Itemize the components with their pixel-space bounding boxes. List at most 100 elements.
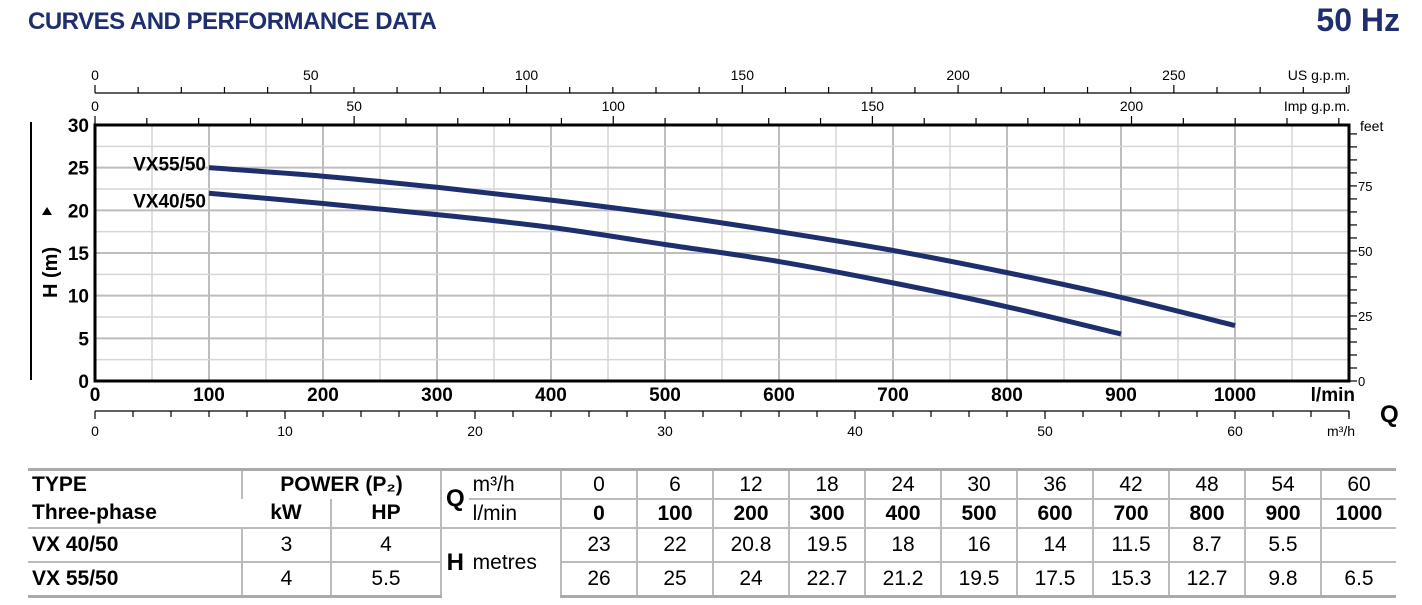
head-value: 8.7 xyxy=(1168,527,1245,562)
us-gpm-tick-label: 100 xyxy=(515,67,539,83)
head-value: 15.3 xyxy=(1092,561,1169,598)
m3h-value: 36 xyxy=(1016,468,1093,499)
x-tick-label: 500 xyxy=(649,385,681,406)
head-value: 23 xyxy=(560,527,637,562)
lmin-value: 300 xyxy=(788,498,865,528)
m3h-value: 24 xyxy=(864,468,941,499)
head-value: 21.2 xyxy=(864,561,941,598)
lmin-value: 600 xyxy=(1016,498,1093,528)
m3h-tick-label: 60 xyxy=(1227,423,1243,439)
feet-axis-label: feet xyxy=(1360,118,1383,134)
x-tick-label: 300 xyxy=(421,385,453,406)
x-tick-label: 1000 xyxy=(1214,385,1256,406)
m3h-tick-label: 0 xyxy=(91,423,99,439)
head-value: 17.5 xyxy=(1016,561,1093,598)
q-label: Q xyxy=(440,468,469,528)
m3h-tick-label: 40 xyxy=(847,423,863,439)
y-tick-label: 0 xyxy=(78,372,89,393)
m3h-axis-label: m³/h xyxy=(1327,423,1355,439)
x-tick-label: 900 xyxy=(1105,385,1137,406)
frequency-label: 50 Hz xyxy=(1316,2,1400,38)
pump-curve-chart: 0 100 200 300 400 500 600 700 800 900 100005101520… xyxy=(30,67,1399,439)
x-tick-label: 0 xyxy=(90,385,101,406)
imp-gpm-tick-label: 200 xyxy=(1120,98,1144,114)
y-tick-label: 15 xyxy=(68,244,90,265)
head-value xyxy=(1320,527,1396,562)
feet-tick-label: 50 xyxy=(1358,244,1372,259)
q-axis-label: Q xyxy=(1380,401,1399,428)
head-value: 19.5 xyxy=(788,527,865,562)
kw-header: kW xyxy=(270,501,302,524)
us-gpm-axis-label: US g.p.m. xyxy=(1288,67,1350,83)
head-value: 26 xyxy=(560,561,637,598)
lmin-value: 200 xyxy=(712,498,789,528)
axes: 0 100 200 300 400 500 600 700 800 900 100005101520… xyxy=(68,67,1373,439)
phase-header: Three-phase xyxy=(32,501,157,524)
lmin-value: 0 xyxy=(560,498,637,528)
y-tick-label: 30 xyxy=(68,116,89,137)
curve-label: VX40/50 xyxy=(133,191,206,212)
head-value: 5.5 xyxy=(1244,527,1321,562)
head-value: 25 xyxy=(636,561,713,598)
lmin-value: 400 xyxy=(864,498,941,528)
curve-vx55-50 xyxy=(208,165,1236,328)
x-tick-label: 200 xyxy=(307,385,339,406)
y-tick-label: 25 xyxy=(68,159,90,180)
m3h-value: 42 xyxy=(1092,468,1169,499)
row-hp: 4 xyxy=(330,527,441,562)
feet-tick-label: 25 xyxy=(1358,309,1372,324)
us-gpm-tick-label: 150 xyxy=(731,67,755,83)
imp-gpm-tick-label: 0 xyxy=(91,98,99,114)
imp-gpm-tick-label: 50 xyxy=(346,98,362,114)
head-value: 6.5 xyxy=(1320,561,1396,598)
y-tick-label: 10 xyxy=(68,287,89,308)
m3h-tick-label: 10 xyxy=(277,423,293,439)
x-tick-label: 100 xyxy=(193,385,225,406)
lmin-axis-label: l/min xyxy=(1311,385,1355,406)
us-gpm-tick-label: 250 xyxy=(1162,67,1186,83)
feet-tick-label: 75 xyxy=(1358,179,1372,194)
row-kw: 4 xyxy=(241,561,331,598)
power-header: POWER (P₂) xyxy=(241,468,441,499)
m3h-value: 12 xyxy=(712,468,789,499)
row-type: VX 40/50 xyxy=(28,527,242,562)
curve-label: VX55/50 xyxy=(133,155,206,176)
m3h-tick-label: 20 xyxy=(467,423,483,439)
us-gpm-tick-label: 50 xyxy=(303,67,319,83)
head-value: 11.5 xyxy=(1092,527,1169,562)
lmin-value: 100 xyxy=(636,498,713,528)
m3h-value: 48 xyxy=(1168,468,1245,499)
row-type: VX 55/50 xyxy=(28,561,242,598)
head-value: 14 xyxy=(1016,527,1093,562)
type-header: TYPE xyxy=(28,468,242,499)
plot-frame xyxy=(93,123,1351,383)
row-hp: 5.5 xyxy=(330,561,441,598)
imp-gpm-tick-label: 100 xyxy=(602,98,626,114)
metres-label: metres xyxy=(468,527,561,596)
curves: VX55/50 VX40/50 xyxy=(133,155,1236,337)
y-tick-label: 20 xyxy=(68,201,89,222)
m3h-value: 0 xyxy=(560,468,637,499)
m3h-tick-label: 50 xyxy=(1037,423,1053,439)
head-value: 22 xyxy=(636,527,713,562)
page-title: CURVES AND PERFORMANCE DATA xyxy=(28,8,437,35)
lmin-value: 700 xyxy=(1092,498,1169,528)
head-value: 19.5 xyxy=(940,561,1017,598)
imp-gpm-tick-label: 150 xyxy=(861,98,885,114)
m3h-value: 54 xyxy=(1244,468,1321,499)
lmin-value: 500 xyxy=(940,498,1017,528)
us-gpm-tick-label: 0 xyxy=(91,67,99,83)
feet-tick-label: 0 xyxy=(1358,374,1365,389)
head-value: 9.8 xyxy=(1244,561,1321,598)
m3h-label: m³/h xyxy=(468,468,561,499)
hp-header: HP xyxy=(330,499,441,528)
lmin-value: 1000 xyxy=(1320,498,1396,528)
m3h-value: 6 xyxy=(636,468,713,499)
grid xyxy=(95,125,1349,381)
h-label: H xyxy=(440,527,469,596)
lmin-label: l/min xyxy=(468,498,561,528)
lmin-value: 800 xyxy=(1168,498,1245,528)
m3h-value: 60 xyxy=(1320,468,1396,499)
us-gpm-tick-label: 200 xyxy=(946,67,970,83)
m3h-value: 18 xyxy=(788,468,865,499)
